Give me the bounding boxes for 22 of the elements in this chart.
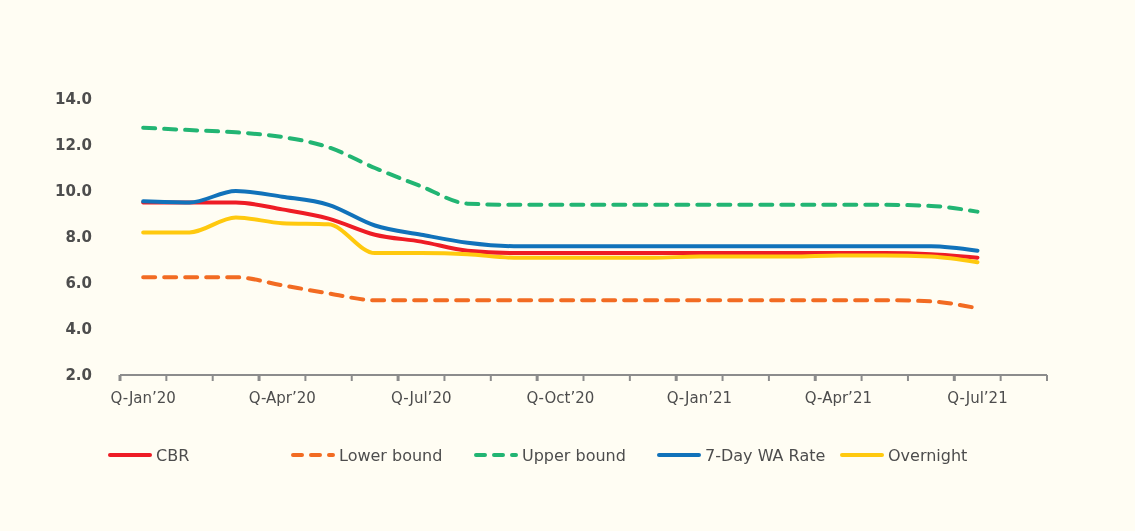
- y-tick-label: 8.0: [65, 228, 92, 247]
- y-tick-label: 14.0: [54, 90, 92, 109]
- y-tick-label: 10.0: [54, 182, 92, 201]
- legend-label: CBR: [156, 445, 190, 465]
- legend-label: 7-Day WA Rate: [705, 445, 826, 465]
- y-tick-label: 12.0: [54, 136, 92, 155]
- line-series: [141, 125, 980, 214]
- x-tick-label: Q-Apr’20: [248, 389, 316, 407]
- legend-label: Overnight: [888, 445, 968, 465]
- x-tick-label: Q-Jan’21: [666, 389, 733, 407]
- x-tick-label: Q-Apr’21: [804, 389, 872, 407]
- line-series: [141, 215, 980, 265]
- x-tick-label: Q-Oct’20: [526, 389, 595, 407]
- x-tick-label: Q-Jul’20: [391, 389, 452, 407]
- y-tick-label: 6.0: [65, 274, 92, 293]
- legend-label: Lower bound: [339, 445, 443, 465]
- x-tick-label: Q-Jan’20: [110, 389, 176, 407]
- x-tick-label: Q-Jul’21: [947, 389, 1008, 407]
- line-series: [141, 189, 980, 253]
- y-tick-label: 2.0: [65, 366, 92, 385]
- legend-label: Upper bound: [522, 445, 626, 465]
- y-tick-label: 4.0: [65, 320, 92, 339]
